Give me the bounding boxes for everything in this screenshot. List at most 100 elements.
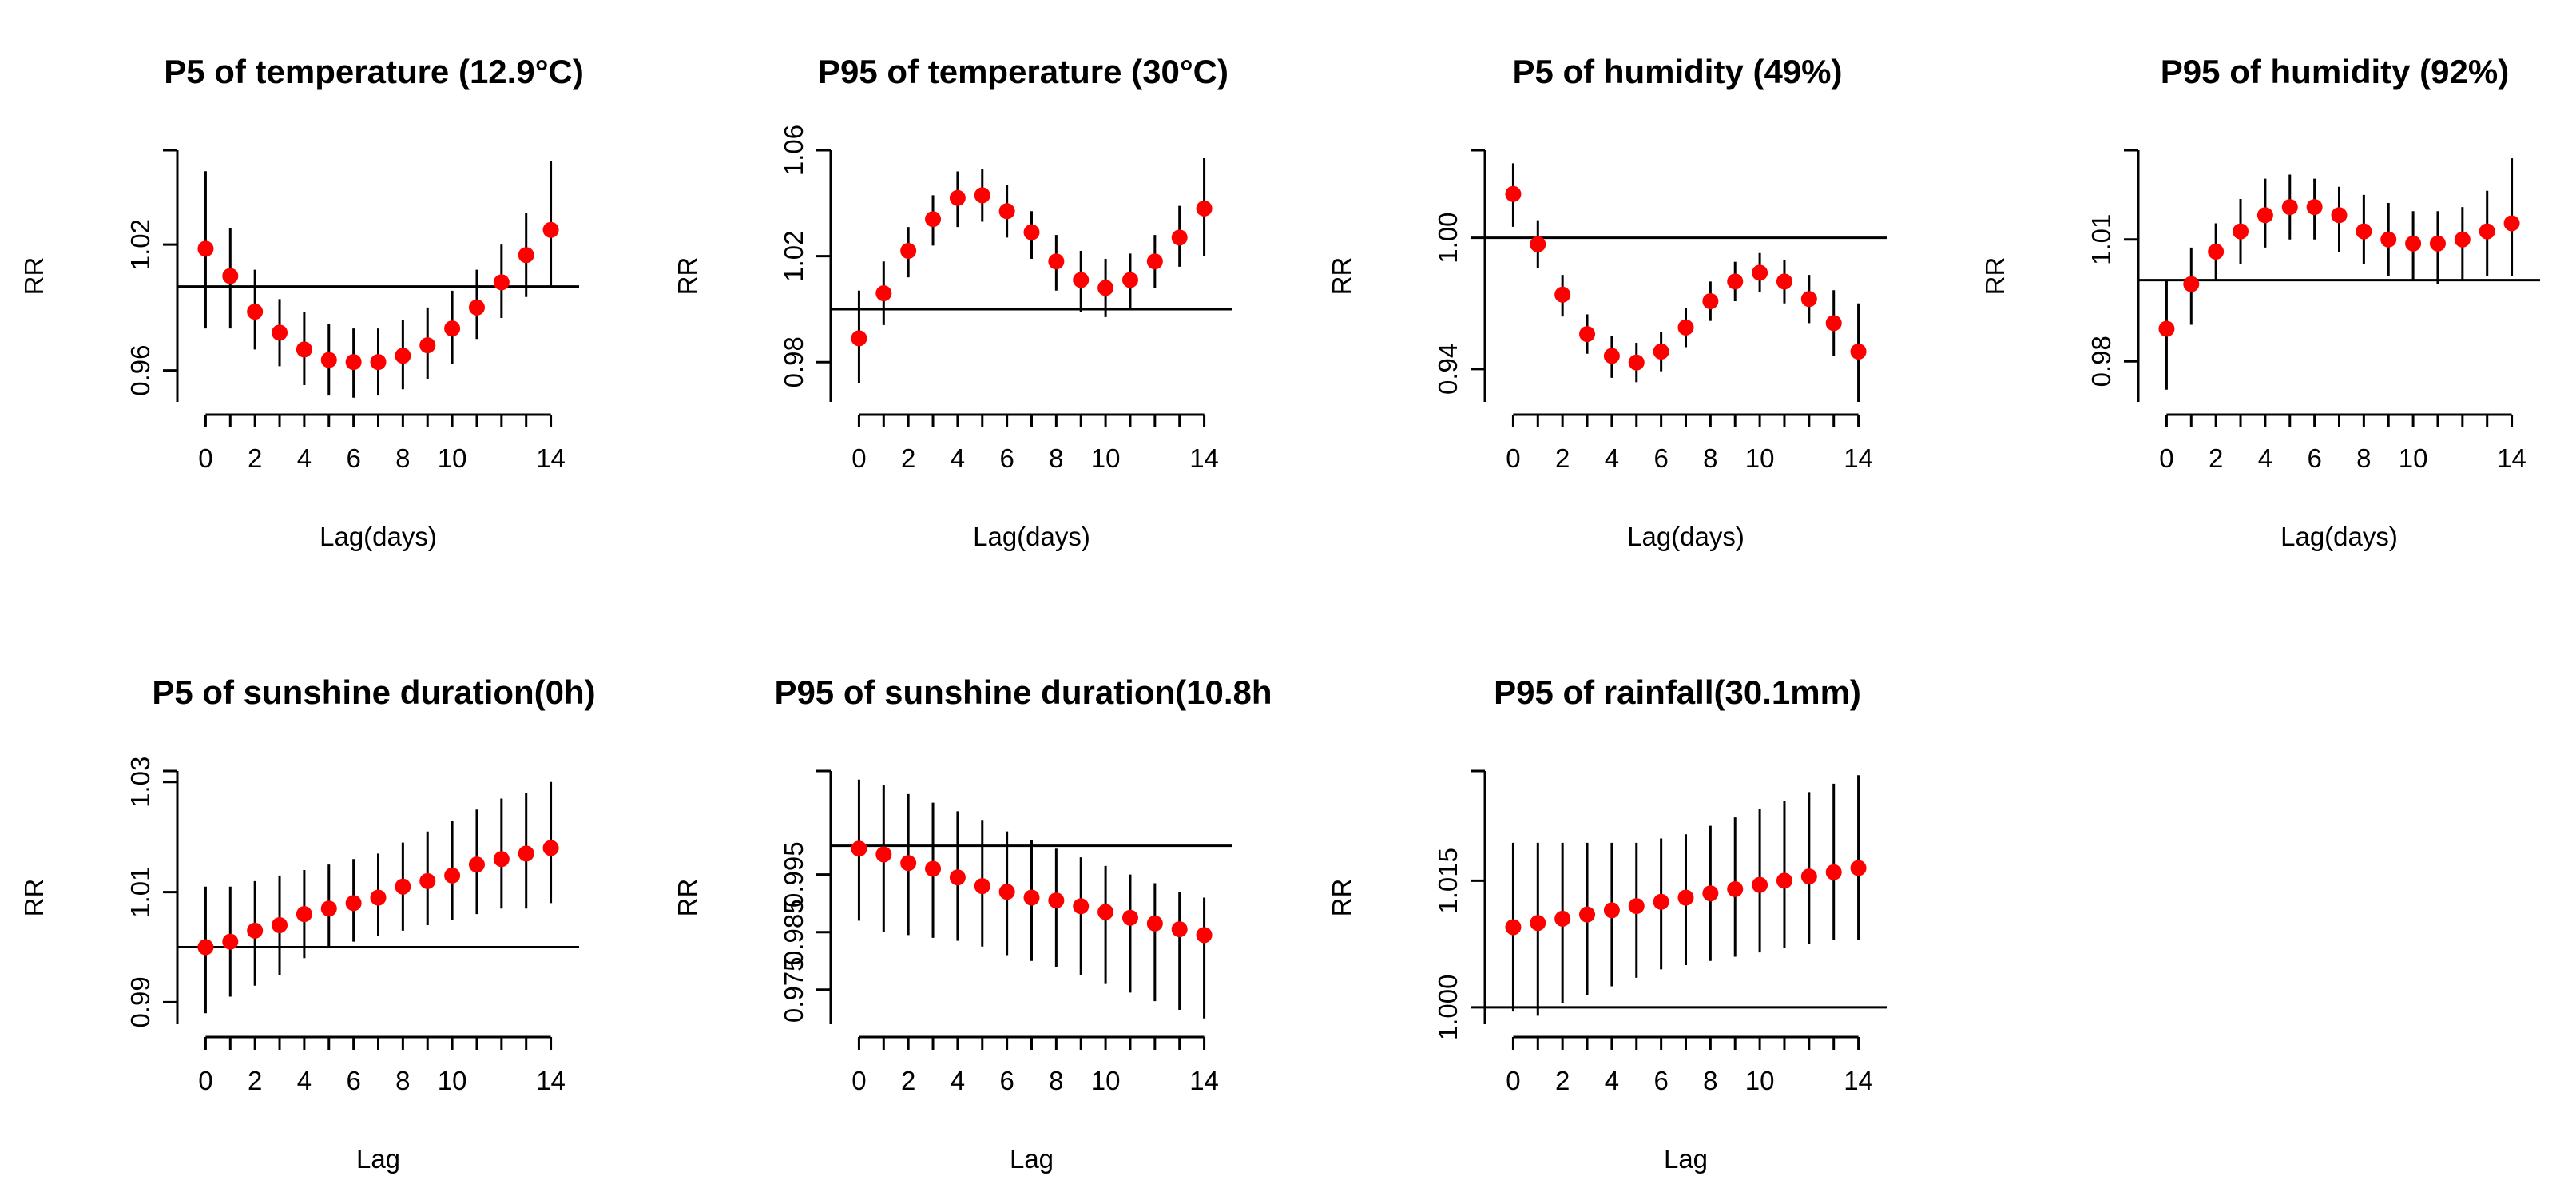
rr-point (925, 860, 942, 877)
rr-point (1752, 264, 1768, 281)
x-tick-label: 8 (2356, 443, 2371, 473)
x-tick-label: 14 (536, 1066, 566, 1095)
x-tick-label: 10 (2399, 443, 2428, 473)
rr-point (851, 330, 867, 347)
x-tick-label: 0 (198, 1066, 212, 1095)
x-tick-label: 0 (2159, 443, 2173, 473)
rr-point (900, 243, 917, 259)
chart-title: P95 of temperature (30°C) (818, 53, 1228, 90)
rr-point (247, 922, 264, 939)
rr-point (1825, 315, 1842, 332)
y-tick-label: 1.00 (1433, 212, 1463, 263)
chart-panel-5: P5 of sunshine duration(0h) 0.99 1.01 1.03 0… (19, 674, 596, 1174)
x-tick-label: 8 (1703, 1066, 1717, 1095)
rr-point (949, 189, 966, 206)
x-tick-label: 6 (2307, 443, 2321, 473)
rr-point (2158, 320, 2175, 337)
rr-point (222, 933, 239, 950)
rr-point (345, 354, 362, 371)
rr-point (2256, 207, 2273, 224)
rr-point (1554, 286, 1571, 303)
x-tick-label: 6 (346, 1066, 360, 1095)
x-tick-label: 10 (438, 443, 467, 473)
x-tick-label: 10 (1745, 443, 1775, 473)
rr-point (345, 895, 362, 912)
y-axis-label: RR (673, 879, 702, 917)
rr-point (1653, 893, 1669, 910)
x-tick-label: 4 (297, 1066, 312, 1095)
rr-point (1677, 319, 1694, 336)
x-tick-label: 8 (395, 1066, 410, 1095)
rr-point (1097, 280, 1114, 296)
x-tick-label: 2 (248, 443, 262, 473)
rr-point (518, 845, 534, 862)
rr-point (851, 840, 867, 857)
rr-point (197, 240, 214, 257)
rr-point (1850, 344, 1867, 360)
y-axis-label: RR (19, 257, 49, 296)
y-tick-label: 1.015 (1433, 848, 1463, 914)
y-axis-label: RR (1980, 257, 2010, 296)
rr-point (1603, 348, 1620, 364)
x-axis-label: Lag(days) (320, 522, 437, 551)
x-tick-label: 14 (2497, 443, 2526, 473)
x-tick-label: 8 (1049, 443, 1063, 473)
rr-point (2331, 207, 2348, 224)
rr-point (2429, 235, 2446, 252)
x-tick-label: 4 (951, 443, 965, 473)
rr-point (1727, 880, 1744, 897)
x-tick-label: 2 (1555, 1066, 1570, 1095)
rr-point (272, 324, 288, 341)
y-tick-label: 1.03 (125, 757, 155, 808)
rr-point (1579, 906, 1596, 923)
rr-point (1048, 253, 1065, 270)
rr-point (2233, 223, 2249, 240)
rr-point (518, 247, 534, 264)
rr-point (370, 889, 387, 906)
x-tick-label: 14 (1189, 443, 1219, 473)
rr-point (974, 878, 990, 895)
rr-point (493, 851, 510, 868)
y-tick-label: 1.06 (779, 125, 808, 176)
rr-point (1825, 864, 1842, 880)
rr-point (1023, 224, 1040, 240)
x-tick-label: 14 (1189, 1066, 1219, 1095)
rr-point (1702, 885, 1719, 902)
y-tick-label: 1.000 (1433, 975, 1463, 1041)
chart-title: P95 of rainfall(30.1mm) (1494, 674, 1861, 711)
x-tick-label: 2 (248, 1066, 262, 1095)
chart-panel-4: P95 of humidity (92%) 0.98 1.01 0 2 4 6 8 10 14 La… (1980, 53, 2540, 551)
rr-point (1073, 898, 1090, 915)
rr-point (2356, 223, 2372, 240)
rr-point (1196, 200, 1213, 217)
x-tick-label: 0 (1506, 1066, 1520, 1095)
x-tick-label: 10 (1745, 1066, 1775, 1095)
x-tick-label: 0 (1506, 443, 1520, 473)
y-tick-label: 1.02 (779, 231, 808, 282)
rr-point (444, 867, 461, 884)
rr-point (1800, 291, 1817, 308)
x-tick-label: 4 (297, 443, 312, 473)
x-tick-label: 4 (951, 1066, 965, 1095)
rr-point (1171, 229, 1188, 246)
rr-point (419, 337, 436, 354)
y-tick-label: 0.99 (125, 976, 155, 1027)
rr-point (1171, 921, 1188, 938)
x-tick-label: 6 (999, 1066, 1014, 1095)
x-axis-label: Lag (1010, 1144, 1054, 1174)
rr-point (1505, 919, 1522, 936)
rr-point (468, 856, 485, 873)
rr-point (320, 900, 337, 917)
rr-point (1702, 293, 1719, 309)
rr-point (1505, 185, 1522, 202)
chart-title: P5 of humidity (49%) (1512, 53, 1842, 90)
x-tick-label: 10 (1091, 1066, 1121, 1095)
rr-point (222, 268, 239, 284)
rr-point (1850, 860, 1867, 876)
rr-point (370, 354, 387, 371)
rr-point (1048, 892, 1065, 909)
rr-point (1073, 272, 1090, 288)
chart-title: P5 of sunshine duration(0h) (152, 674, 595, 711)
rr-point (974, 187, 990, 204)
